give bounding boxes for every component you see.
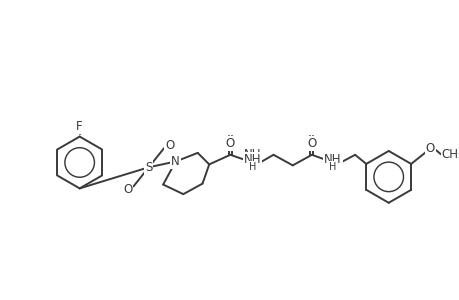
- Text: NH: NH: [324, 153, 341, 166]
- Text: O: O: [307, 137, 316, 150]
- Text: H: H: [248, 162, 256, 172]
- Text: NH
H: NH H: [243, 148, 261, 176]
- Text: S: S: [145, 161, 152, 174]
- Text: O: O: [165, 139, 174, 152]
- Text: O: O: [123, 183, 132, 196]
- Text: NH: NH: [243, 153, 261, 166]
- Text: O: O: [425, 142, 434, 155]
- Text: N: N: [171, 155, 179, 168]
- Text: CH₃: CH₃: [441, 148, 459, 161]
- Text: O: O: [225, 137, 235, 150]
- Text: H: H: [329, 162, 336, 172]
- Text: F: F: [76, 121, 83, 134]
